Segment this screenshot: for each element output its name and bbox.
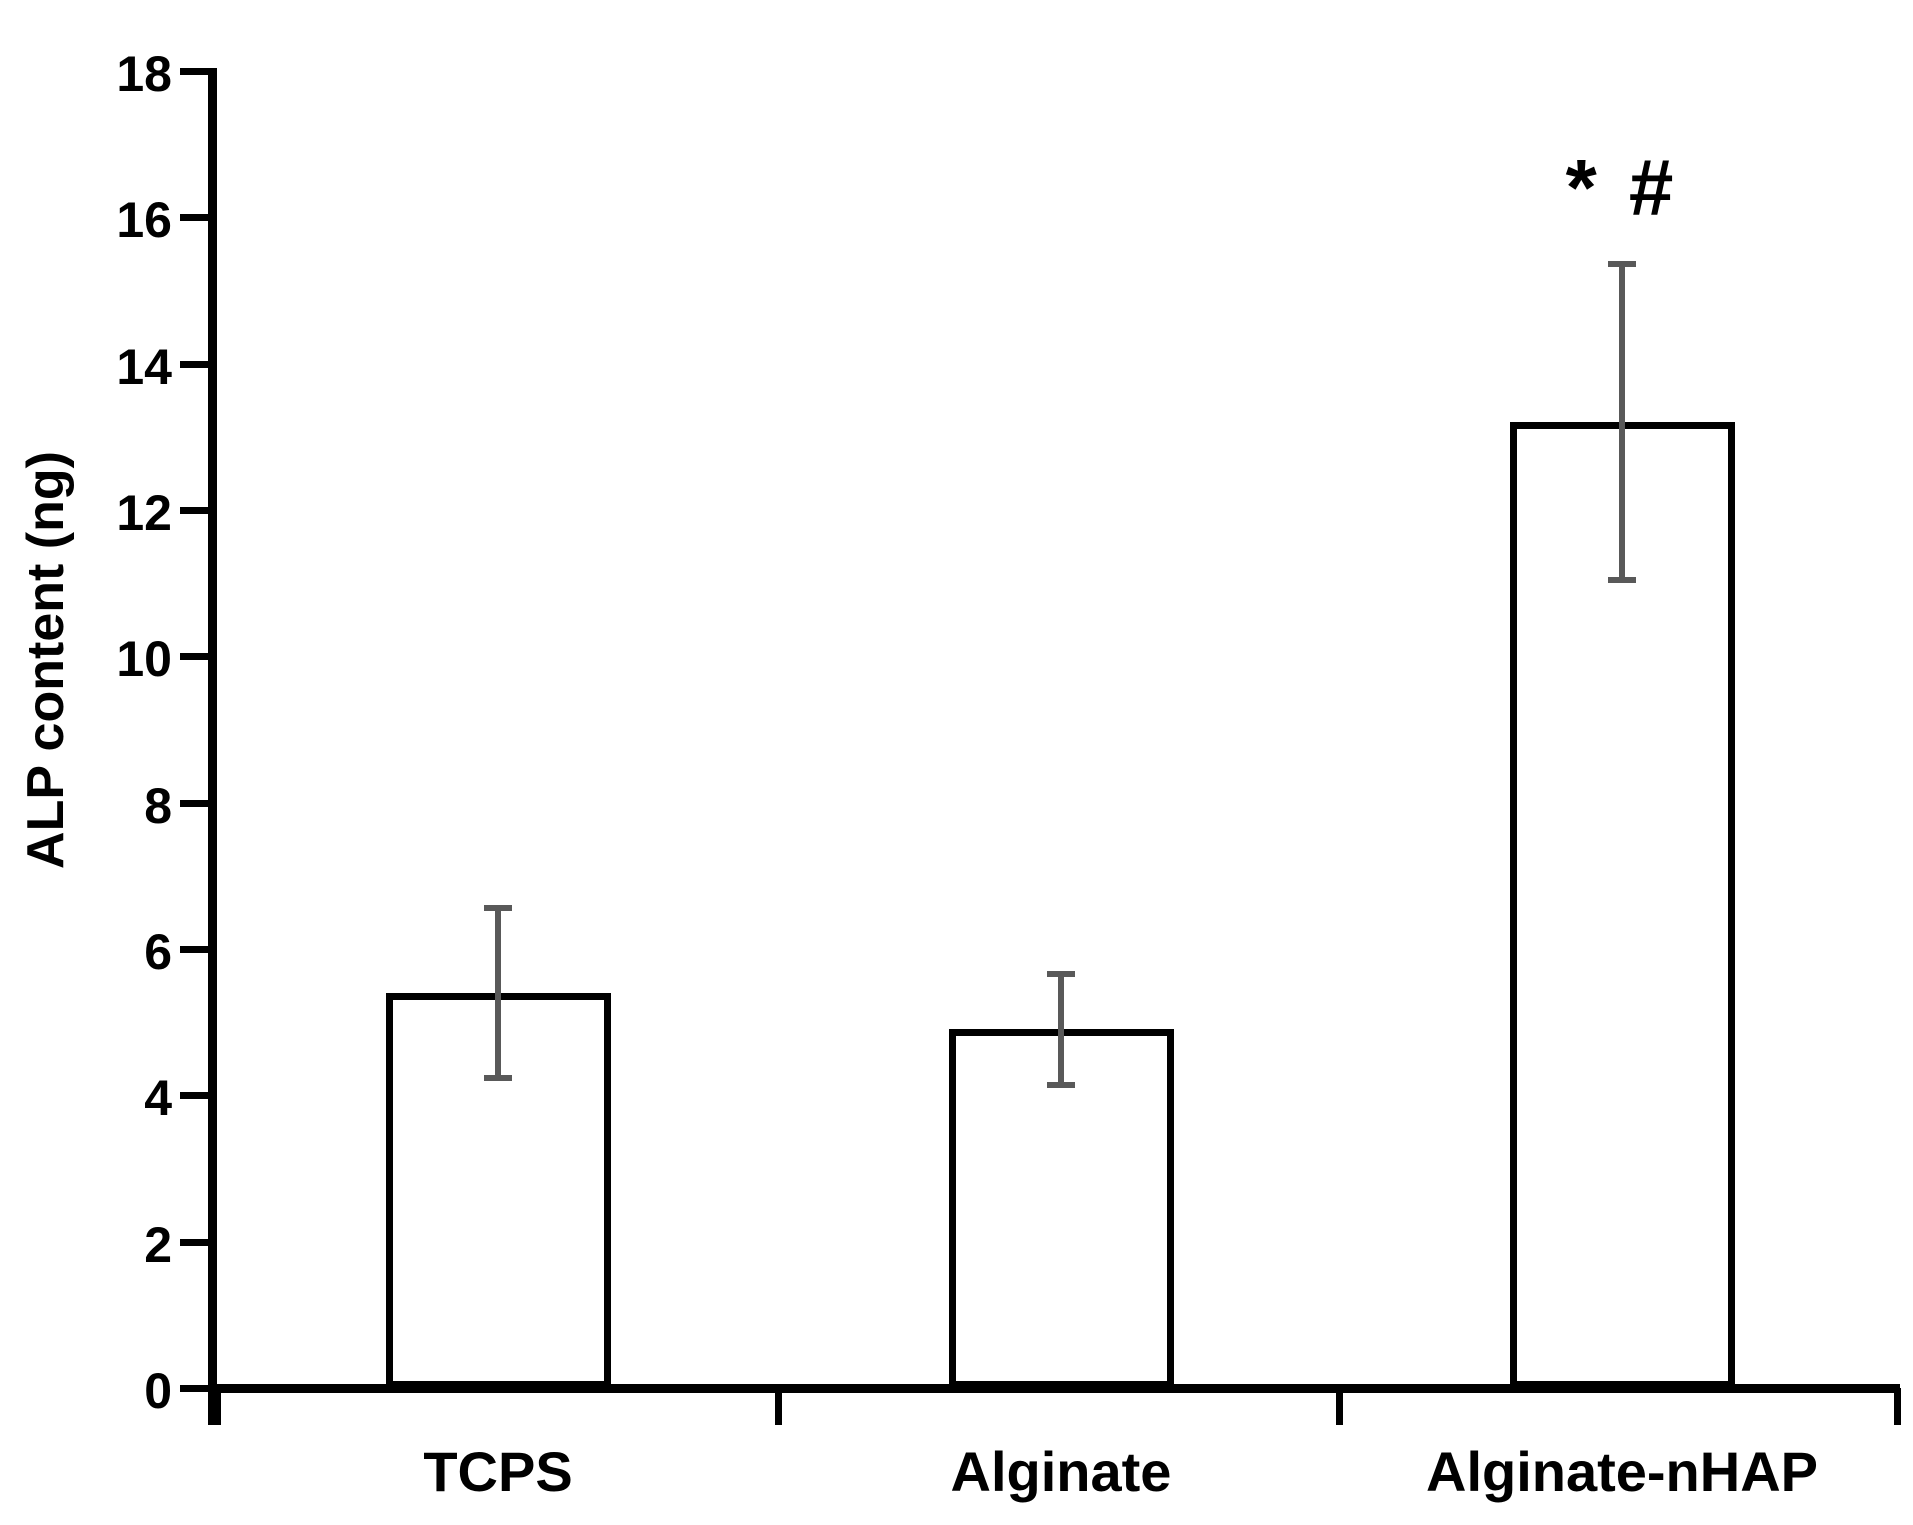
error-bar-cap-top [484,905,512,912]
y-tick [180,68,208,75]
y-tick-label: 0 [144,1363,172,1419]
error-bar-line [1619,261,1625,584]
y-tick [180,1238,208,1246]
y-tick-label: 16 [116,192,172,249]
y-tick-label: 8 [144,777,172,834]
x-boundary-tick [775,1388,782,1425]
error-bar-line [495,905,501,1081]
y-tick [180,360,208,368]
bar-alginate-nhap [1509,422,1735,1388]
y-tick-label: 12 [116,485,172,541]
y-tick-label: 4 [144,1070,172,1127]
y-tick [180,799,208,807]
y-tick [180,507,208,514]
error-bar-cap-top [1608,261,1636,268]
category-label-alginate: Alginate [950,1440,1172,1503]
x-boundary-tick [1336,1388,1343,1425]
category-label-alginate-nhap: Alginate-nHAP [1426,1440,1818,1503]
y-tick [180,653,208,661]
x-axis-line [208,1384,1900,1393]
error-bar-cap-top [1047,970,1075,977]
x-boundary-tick [214,1388,221,1425]
error-bar-tcps [484,905,512,1081]
significance-annotation: * # [1565,143,1679,233]
y-tick [180,214,208,222]
error-bar-cap-bottom [484,1074,512,1081]
y-tick [180,946,208,953]
category-label-tcps: TCPS [423,1440,573,1503]
y-tick-label: 14 [116,338,172,395]
y-tick [180,1092,208,1100]
error-bar-cap-bottom [1047,1082,1075,1088]
y-tick [180,1385,208,1392]
y-axis-line [208,68,217,1425]
bar-alginate [948,1029,1174,1388]
x-boundary-tick [1894,1388,1901,1425]
error-bar-alginate [1047,970,1075,1088]
y-tick-label: 18 [116,46,172,102]
y-tick-label: 10 [116,631,172,688]
y-tick-label: 6 [144,924,172,980]
error-bar-line [1058,970,1064,1088]
error-bar-alginate-nhap [1608,261,1636,584]
y-tick-label: 2 [144,1216,172,1273]
error-bar-cap-bottom [1608,577,1636,584]
